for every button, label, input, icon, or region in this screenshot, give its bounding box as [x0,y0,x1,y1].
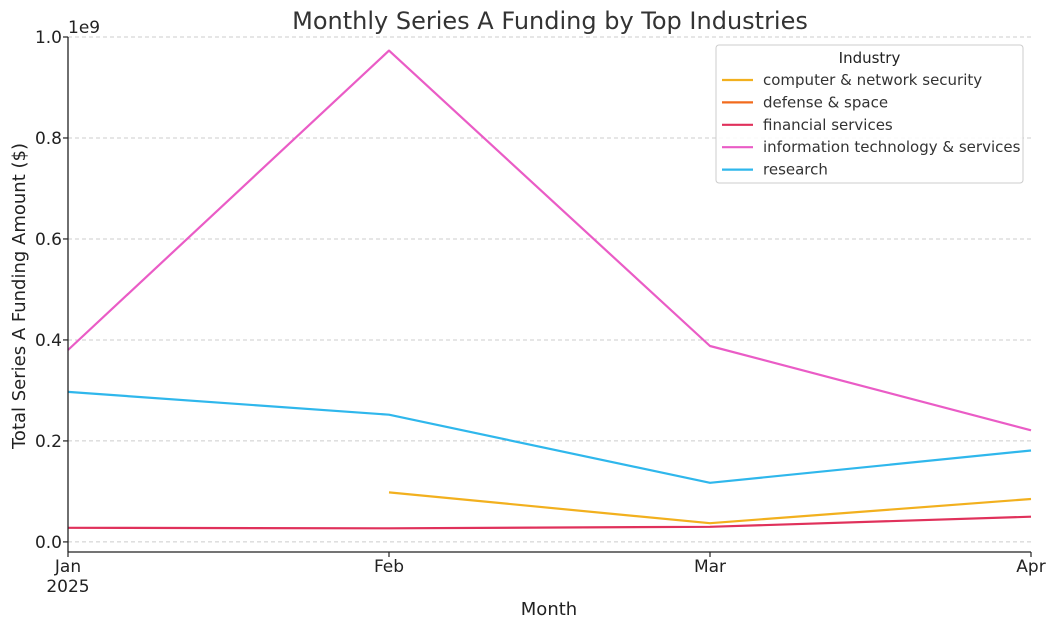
legend-item-label: computer & network security [763,71,982,89]
y-tick-label: 0.2 [35,432,62,452]
y-offset-label: 1e9 [68,18,100,38]
y-tick-label: 0.6 [35,230,62,250]
legend: Industry computer & network security defen… [715,44,1024,184]
legend-item-label: research [763,161,828,179]
y-tick-label: 0.0 [35,533,62,553]
axes [67,37,1031,553]
y-tick-label: 1.0 [35,28,62,48]
series-line [67,49,1032,432]
x-tick-sublabel: 2025 [46,577,89,597]
series-line [67,390,1032,484]
y-tick-label: 0.8 [35,129,62,149]
chart-title: Monthly Series A Funding by Top Industri… [292,7,808,35]
legend-item-label: defense & space [763,93,888,111]
x-tick-label: Jan [54,557,81,577]
x-tick-label: Apr [1016,557,1045,577]
legend-item-label: financial services [763,116,893,134]
legend-box [715,44,1024,184]
series-lines [67,49,1032,530]
x-tick-label: Feb [374,557,404,577]
y-axis-label: Total Series A Funding Amount ($) [9,143,30,450]
x-axis-label: Month [521,599,577,620]
legend-title: Industry [839,49,901,67]
tick-labels: 0.0 0.2 0.4 0.6 0.8 1.0 Jan Feb Mar Apr [35,28,1046,577]
series-line [67,515,1032,530]
x-tick-label: Mar [694,557,726,577]
legend-item-label: information technology & services [763,138,1021,156]
series-line [388,491,1032,525]
y-tick-label: 0.4 [35,331,62,351]
